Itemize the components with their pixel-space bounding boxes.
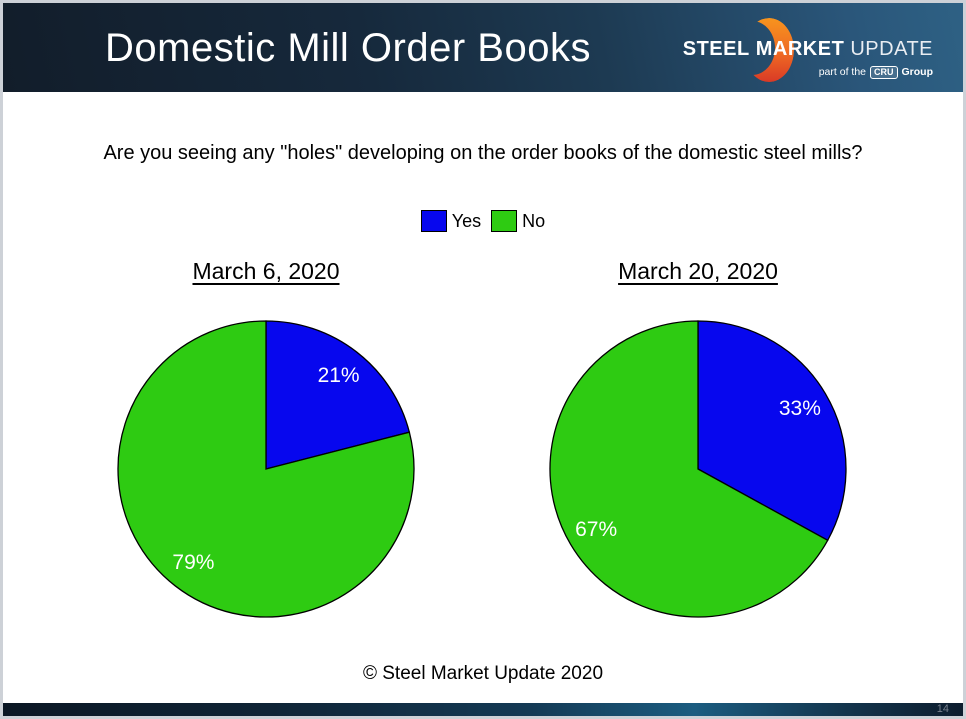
chart-title-march-20: March 20, 2020 [618,258,778,284]
pie-slice-yes [697,320,847,542]
chart-legend: Yes No [3,208,963,234]
logo-wordmark: STEEL MARKET UPDATE [683,37,933,61]
survey-question: Are you seeing any "holes" developing on… [103,142,863,164]
copyright-footer: © Steel Market Update 2020 [362,663,604,684]
smu-logo: STEEL MARKET UPDATE part of the CRU Grou… [683,15,933,83]
legend-item-no: No [491,210,545,232]
cru-badge: CRU [870,65,898,79]
pie-data-label: 33% [779,397,821,420]
pie-chart-march-6: 21% 79% [117,320,415,618]
legend-item-yes: Yes [420,210,482,232]
pie-data-label: 79% [172,551,214,574]
legend-swatch-yes [420,210,447,232]
logo-word-update: UPDATE [850,38,933,60]
pie-data-label: 67% [575,518,617,541]
logo-word-steel: STEEL [682,38,750,60]
chart-march-20: March 20, 2020 33% 67% [528,256,868,619]
pie-slice-no [117,320,415,618]
logo-tagline: part of the CRU Group [819,65,933,79]
legend-label-yes: Yes [451,210,482,231]
logo-word-market: MARKET [755,38,845,60]
legend-swatch-no [491,210,518,232]
pie-chart-march-20: 33% 67% [549,320,847,618]
slide: Domestic Mill Order Books [3,3,963,716]
pie-data-label: 21% [318,364,360,387]
chart-march-6: March 6, 2020 21% 79% [96,256,436,619]
legend-label-no: No [522,210,546,231]
pie-slice-yes [265,320,411,470]
page-number: 14 [936,703,949,715]
page-title: Domestic Mill Order Books [105,26,591,70]
logo-tagline-prefix: part of the [818,66,866,78]
chart-title-march-6: March 6, 2020 [192,258,340,284]
header-band: Domestic Mill Order Books [3,3,963,92]
logo-tagline-suffix: Group [901,66,934,78]
bottom-bar: 14 [3,703,963,716]
pie-slice-no [549,320,829,618]
smu-crescent-icon [744,18,794,82]
